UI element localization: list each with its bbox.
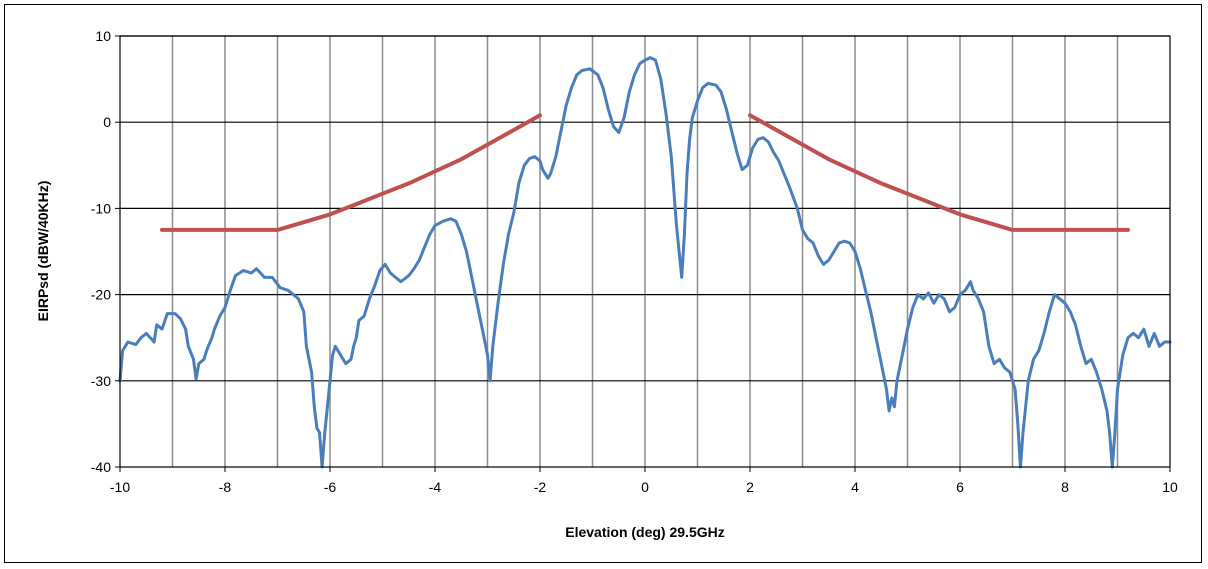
y-tick-label: 10 xyxy=(95,28,111,44)
x-tick-label: 4 xyxy=(851,479,859,495)
x-tick-label: 6 xyxy=(956,479,964,495)
x-tick-label: -8 xyxy=(219,479,232,495)
x-tick-label: 0 xyxy=(641,479,649,495)
x-tick-label: -10 xyxy=(110,479,130,495)
x-tick-label: 8 xyxy=(1061,479,1069,495)
y-axis-title: EIRPsd (dBW/40KHz) xyxy=(35,181,51,322)
y-tick-label: -10 xyxy=(91,200,111,216)
x-tick-label: -6 xyxy=(324,479,337,495)
series-layer xyxy=(118,56,1172,469)
axes: 100-10-20-30-40-10 -8 -6 -4 -2 0 2 4 6 8 10 xyxy=(91,28,1178,495)
x-tick-label: -2 xyxy=(534,479,547,495)
chart-frame xyxy=(4,4,1202,563)
y-tick-label: -30 xyxy=(91,373,111,389)
mask-limit-line xyxy=(160,113,542,232)
grid xyxy=(120,35,1170,467)
measured-eirpsd-line xyxy=(118,56,1172,469)
x-tick-label: -4 xyxy=(429,479,442,495)
y-tick-label: -40 xyxy=(91,459,111,475)
x-tick-label: 10 xyxy=(1162,479,1178,495)
x-tick-label: 2 xyxy=(746,479,754,495)
x-axis-title: Elevation (deg) 29.5GHz xyxy=(565,524,724,540)
y-tick-label: -20 xyxy=(91,287,111,303)
mask-limit-line xyxy=(748,113,1130,232)
y-tick-label: 0 xyxy=(103,114,111,130)
